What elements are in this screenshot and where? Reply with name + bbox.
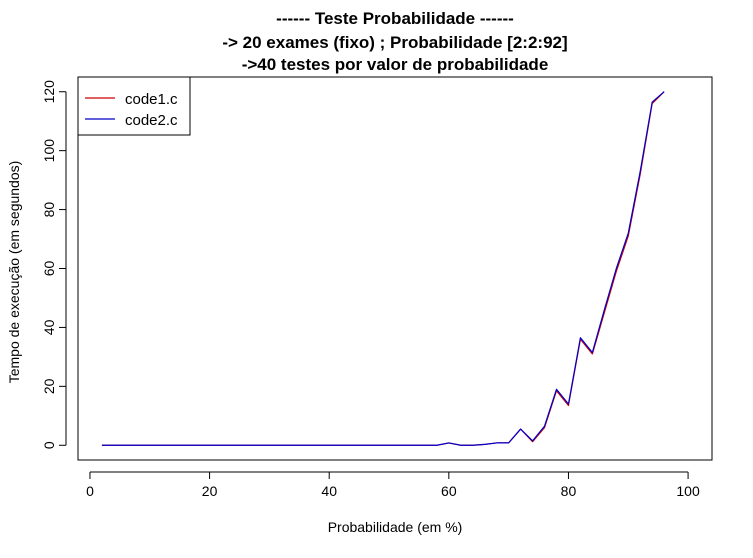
y-tick-label: 80 — [41, 202, 57, 218]
y-tick-label: 100 — [41, 139, 57, 163]
series-line-code1-c — [101, 91, 665, 446]
x-axis: 0 20 40 60 80 100 — [86, 471, 700, 499]
chart-title-line-3: ->40 testes por valor de probabilidade — [242, 55, 549, 74]
x-axis-label: Probabilidade (em %) — [328, 519, 463, 535]
legend-label-code2: code2.c — [125, 112, 178, 129]
x-tick-label: 0 — [86, 483, 94, 499]
x-tick-label: 40 — [321, 483, 337, 499]
x-tick-label: 100 — [676, 483, 700, 499]
chart-title-line-2: -> 20 exames (fixo) ; Probabilidade [2:2… — [222, 33, 567, 52]
legend-label-code1: code1.c — [125, 91, 178, 108]
y-tick-label: 0 — [41, 441, 57, 449]
series-lines — [101, 91, 665, 446]
x-tick-label: 20 — [202, 483, 218, 499]
y-tick-label: 20 — [41, 378, 57, 394]
y-tick-label: 40 — [41, 319, 57, 335]
x-tick-label: 60 — [441, 483, 457, 499]
legend-box — [77, 76, 191, 136]
y-axis: 0 20 40 60 80 100 120 — [41, 80, 67, 449]
x-tick-label: 80 — [561, 483, 577, 499]
legend: code1.c code2.c — [77, 76, 191, 136]
plot-area-frame — [77, 76, 713, 461]
series-line-code2-c — [101, 91, 665, 446]
chart-title-line-1: ------ Teste Probabilidade ------ — [276, 9, 514, 28]
y-tick-label: 60 — [41, 261, 57, 277]
y-tick-label: 120 — [41, 80, 57, 104]
y-axis-label: Tempo de execução (em segundos) — [6, 161, 22, 384]
